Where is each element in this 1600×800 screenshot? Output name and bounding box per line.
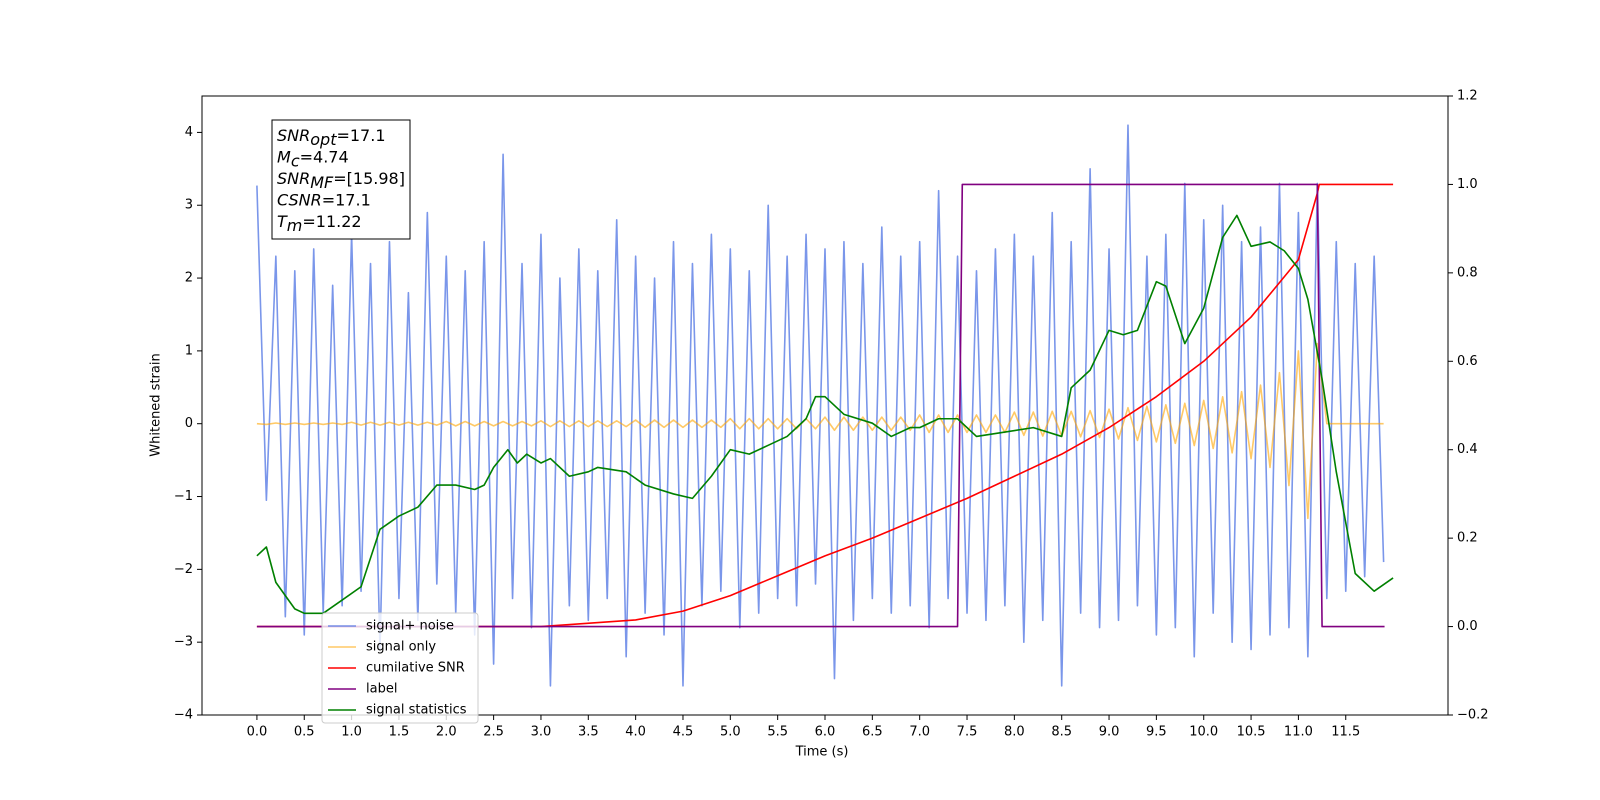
series-line xyxy=(256,342,1384,520)
legend-label: signal statistics xyxy=(366,703,467,718)
y2-tick-label: −0.2 xyxy=(1457,708,1489,723)
y-tick-label: −1 xyxy=(174,489,193,504)
x-tick-label: 1.0 xyxy=(341,725,362,740)
stats-sub: opt xyxy=(310,130,337,149)
y2-tick-label: 0.0 xyxy=(1457,619,1478,634)
y2-tick-label: 0.4 xyxy=(1457,442,1478,457)
x-tick-label: 10.5 xyxy=(1237,725,1266,740)
plot-area xyxy=(256,124,1394,687)
x-tick-label: 3.5 xyxy=(578,725,599,740)
stats-text: =[15.98] xyxy=(333,169,405,188)
y2-tick-label: 0.6 xyxy=(1457,354,1478,369)
series-line xyxy=(256,124,1385,687)
x-tick-label: 0.0 xyxy=(247,725,268,740)
x-tick-label: 11.0 xyxy=(1284,725,1313,740)
stats-text: =11.22 xyxy=(302,212,361,231)
stats-name: T xyxy=(277,212,288,231)
x-tick-label: 8.0 xyxy=(1004,725,1025,740)
stats-box: SNRopt=17.1Mc=4.74SNRMF=[15.98]CSNR=17.1… xyxy=(271,119,411,240)
x-tick-label: 11.5 xyxy=(1331,725,1360,740)
x-tick-label: 5.5 xyxy=(767,725,788,740)
x-tick-label: 3.0 xyxy=(531,725,552,740)
stats-line: SNRopt=17.1 xyxy=(277,126,386,149)
x-tick-label: 7.0 xyxy=(909,725,930,740)
x-tick-label: 7.5 xyxy=(957,725,978,740)
legend-label: signal only xyxy=(366,640,436,655)
y-tick-label: 1 xyxy=(185,343,193,358)
y-tick-label: −4 xyxy=(174,708,193,723)
legend-frame xyxy=(321,612,479,724)
x-tick-label: 2.5 xyxy=(483,725,504,740)
y-tick-label: 0 xyxy=(185,416,193,431)
x-tick-label: 0.5 xyxy=(294,725,315,740)
stats-line: CSNR=17.1 xyxy=(277,190,371,209)
x-tick-label: 5.0 xyxy=(720,725,741,740)
y-axis-label: Whitened strain xyxy=(149,353,164,456)
stats-line: SNRMF=[15.98] xyxy=(277,169,405,192)
stats-sub: c xyxy=(291,151,300,170)
x-tick-label: 6.5 xyxy=(862,725,883,740)
y2-tick-label: 1.2 xyxy=(1457,89,1478,104)
stats-text: =17.1 xyxy=(336,126,385,145)
y-tick-label: 4 xyxy=(185,125,193,140)
stats-name: SNR xyxy=(277,169,310,188)
y-tick-label: −3 xyxy=(174,635,193,650)
stats-line: Mc=4.74 xyxy=(277,147,349,170)
x-tick-label: 1.5 xyxy=(389,725,410,740)
y-tick-label: −2 xyxy=(174,562,193,577)
x-tick-label: 6.0 xyxy=(815,725,836,740)
stats-text: =17.1 xyxy=(322,190,371,209)
stats-sub: m xyxy=(287,216,303,235)
x-tick-label: 9.5 xyxy=(1146,725,1167,740)
x-tick-label: 4.5 xyxy=(673,725,694,740)
stats-name: CSNR xyxy=(277,190,322,209)
stats-name: SNR xyxy=(277,126,310,145)
y2-tick-label: 0.8 xyxy=(1457,265,1478,280)
stats-line: Tm=11.22 xyxy=(277,212,362,235)
stats-sub: MF xyxy=(310,173,334,192)
y2-tick-label: 0.2 xyxy=(1457,531,1478,546)
legend-label: signal+ noise xyxy=(366,619,454,634)
x-tick-label: 10.0 xyxy=(1189,725,1218,740)
series-line xyxy=(256,183,1385,628)
series-line xyxy=(256,183,1394,628)
legend-label: cumilative SNR xyxy=(366,661,465,676)
stats-name: M xyxy=(277,147,291,166)
stats-text: =4.74 xyxy=(300,147,349,166)
legend-label: label xyxy=(366,682,397,697)
stats-box-frame xyxy=(271,119,411,240)
legend: signal+ noise signal only cumilative SNR la… xyxy=(321,612,479,724)
series-line xyxy=(256,214,1394,615)
y-tick-label: 3 xyxy=(185,198,193,213)
x-tick-label: 9.0 xyxy=(1099,725,1120,740)
y2-tick-label: 1.0 xyxy=(1457,177,1478,192)
x-tick-label: 8.5 xyxy=(1051,725,1072,740)
y-tick-label: 2 xyxy=(185,271,193,286)
x-tick-label: 2.0 xyxy=(436,725,457,740)
x-tick-label: 4.0 xyxy=(625,725,646,740)
x-axis-label: Time (s) xyxy=(795,745,849,760)
